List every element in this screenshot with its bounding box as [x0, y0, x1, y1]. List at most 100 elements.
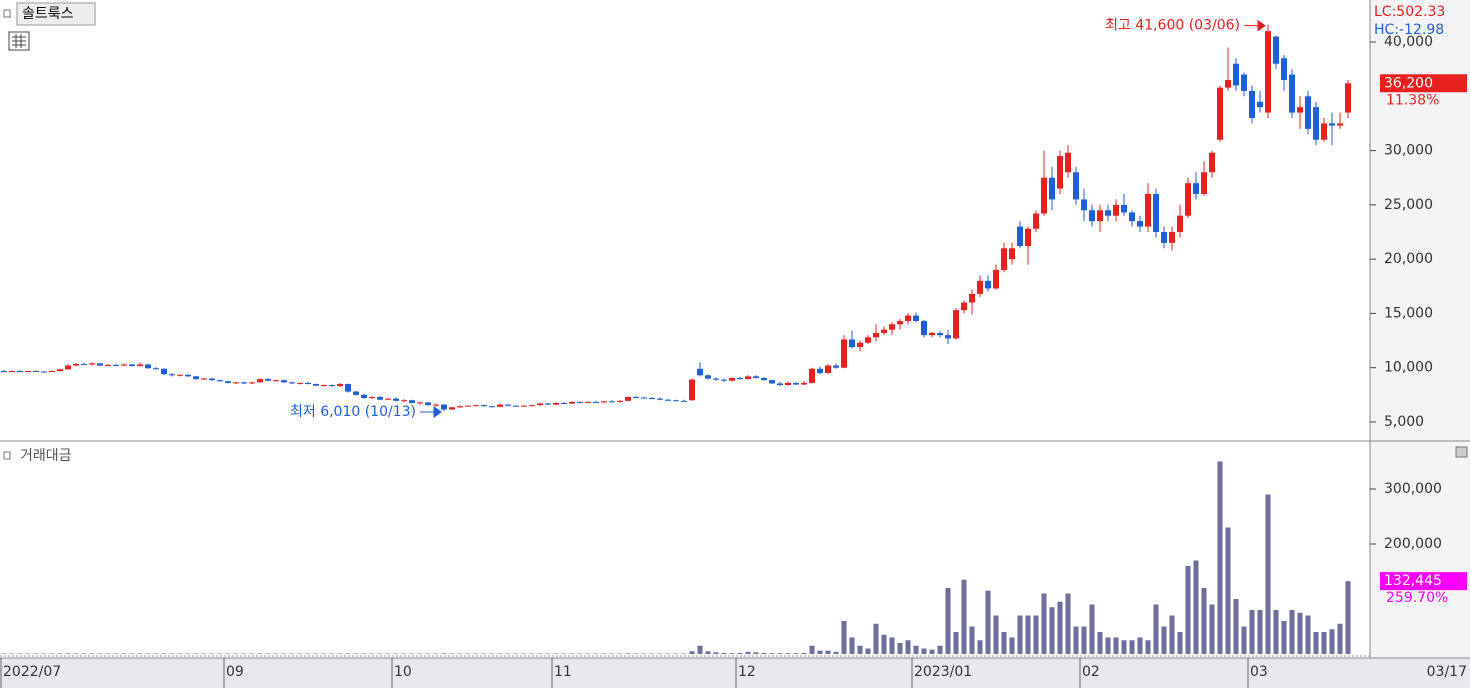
volume-bar: [1153, 604, 1159, 654]
candle-body: [129, 364, 135, 367]
volume-bar: [81, 653, 87, 654]
volume-bar: [993, 615, 999, 654]
candle-body: [737, 378, 743, 380]
volume-bar: [1161, 626, 1167, 654]
candle-body: [521, 405, 527, 407]
lc-label: LC:502.33: [1374, 4, 1445, 20]
low-note: 최저 6,010 (10/13): [290, 404, 416, 420]
candle-body: [1073, 172, 1079, 200]
volume-bar: [1073, 626, 1079, 654]
volume-bar: [1033, 615, 1039, 654]
candle-body: [217, 380, 223, 382]
volume-bar: [89, 653, 95, 654]
candle-body: [305, 382, 311, 384]
title-box[interactable]: [16, 2, 96, 26]
candle-body: [1017, 226, 1023, 247]
y-tick-label: 5,000: [1384, 414, 1424, 430]
candle-body: [1305, 96, 1311, 129]
candle-body: [505, 404, 511, 406]
candle-body: [25, 370, 31, 372]
volume-bar: [817, 650, 823, 654]
price-box: [1380, 74, 1467, 93]
candle-body: [65, 365, 71, 370]
candle-body: [1025, 228, 1031, 247]
candle-body: [185, 374, 191, 377]
volume-bar: [977, 640, 983, 654]
candle-body: [569, 401, 575, 404]
candle-body: [105, 364, 111, 366]
candle-body: [481, 405, 487, 407]
volume-bar: [1009, 637, 1015, 654]
volume-bar: [929, 649, 935, 654]
candle-body: [1281, 58, 1287, 81]
volume-bar: [137, 653, 143, 654]
candle-body: [193, 376, 199, 380]
candle-body: [729, 378, 735, 381]
candle-body: [857, 342, 863, 348]
candle-body: [785, 382, 791, 386]
candle-body: [825, 365, 831, 374]
candle-body: [1145, 193, 1151, 227]
volume-bar: [1321, 632, 1327, 654]
candle-body: [385, 398, 391, 400]
candle-body: [1241, 74, 1247, 91]
candle-body: [1057, 156, 1063, 189]
candle-body: [633, 397, 639, 399]
candle-body: [649, 398, 655, 400]
candle-body: [1, 370, 7, 372]
candle-body: [801, 382, 807, 385]
candle-body: [137, 364, 143, 367]
candle-body: [249, 382, 255, 384]
candle-body: [121, 364, 127, 366]
volume-bar: [785, 653, 791, 654]
volume-bar: [1145, 640, 1151, 654]
volume-bar: [881, 634, 887, 654]
candle-body: [1169, 231, 1175, 243]
candle-body: [465, 405, 471, 407]
candle-body: [441, 404, 447, 410]
candle-body: [1337, 123, 1343, 126]
volume-bar: [441, 653, 447, 654]
volume-bar: [689, 651, 695, 654]
candle-body: [1105, 210, 1111, 216]
volume-bar: [769, 653, 775, 654]
candle-body: [793, 382, 799, 385]
y-tick-label: 30,000: [1384, 143, 1433, 159]
candle-body: [545, 403, 551, 405]
volume-bar: [1177, 632, 1183, 654]
volume-bar: [1257, 610, 1263, 654]
x-tick-label: 2023/01: [914, 664, 972, 680]
volume-bar: [1329, 629, 1335, 654]
volume-bar: [1065, 593, 1071, 654]
volume-bar: [801, 652, 807, 654]
volume-bar: [897, 643, 903, 654]
candle-body: [337, 383, 343, 387]
volume-bar: [985, 590, 991, 654]
volume-bar: [961, 579, 967, 654]
volume-bar: [1097, 632, 1103, 654]
volume-change: 259.70%: [1386, 590, 1448, 606]
candle-body: [657, 398, 663, 400]
candle-body: [673, 400, 679, 402]
hc-label: HC:-12.98: [1374, 22, 1444, 38]
candle-body: [201, 378, 207, 380]
y-tick-label: 25,000: [1384, 197, 1433, 213]
candle-body: [1313, 107, 1319, 140]
candle-body: [313, 383, 319, 386]
candle-body: [777, 383, 783, 386]
candle-body: [81, 363, 87, 365]
candle-body: [985, 280, 991, 289]
volume-bar: [1217, 461, 1223, 654]
candle-body: [553, 402, 559, 405]
candle-body: [321, 385, 327, 387]
volume-bar: [937, 645, 943, 654]
candle-body: [265, 379, 271, 381]
candle-body: [913, 315, 919, 322]
volume-bar: [1049, 607, 1055, 654]
volume-bar: [1265, 494, 1271, 654]
close-button[interactable]: [1455, 446, 1468, 458]
volume-bar: [921, 648, 927, 654]
candle-body: [897, 321, 903, 325]
volume-bar: [161, 653, 167, 654]
